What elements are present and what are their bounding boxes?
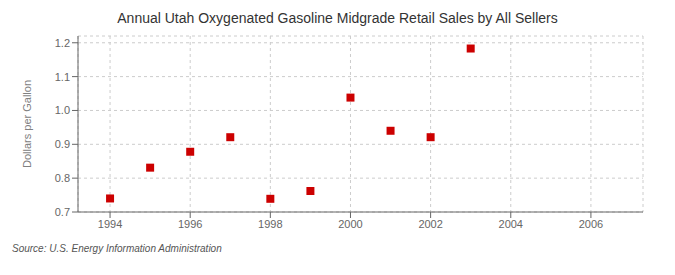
html-text:Annual Utah Oxygenated Gasolin: Annual Utah Oxygenated Gasoline Midgrade…: [117, 10, 558, 26]
svg-text:2000: 2000: [338, 218, 362, 230]
svg-text:1998: 1998: [258, 218, 282, 230]
svg-text:1996: 1996: [178, 218, 202, 230]
svg-text:Dollars per Gallon: Dollars per Gallon: [21, 80, 33, 168]
svg-text:2002: 2002: [418, 218, 442, 230]
svg-text:0.7: 0.7: [55, 206, 70, 218]
svg-text:1.0: 1.0: [55, 104, 70, 116]
html-text:Source: U.S. Energy Informatio: Source: U.S. Energy Information Administ…: [12, 243, 222, 254]
svg-text:1994: 1994: [98, 218, 122, 230]
svg-text:0.9: 0.9: [55, 138, 70, 150]
svg-text:1.1: 1.1: [55, 71, 70, 83]
svg-text:2004: 2004: [499, 218, 523, 230]
svg-text:1.2: 1.2: [55, 37, 70, 49]
svg-text:2006: 2006: [579, 218, 603, 230]
svg-text:0.8: 0.8: [55, 172, 70, 184]
